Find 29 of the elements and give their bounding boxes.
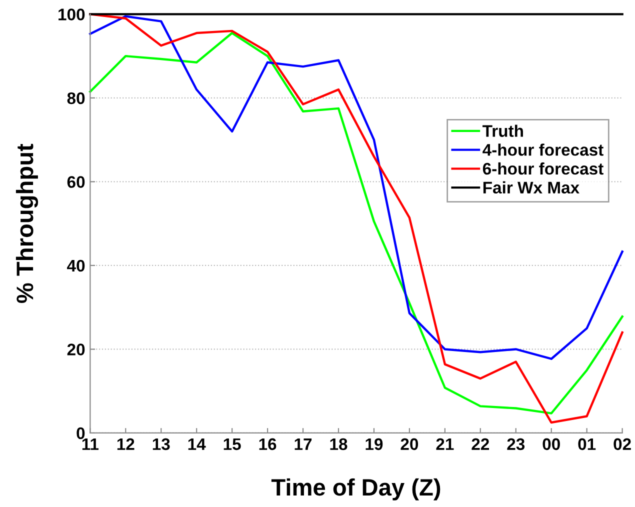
x-tick-label: 11: [82, 438, 99, 450]
x-tick-label: 22: [472, 438, 489, 450]
x-tick-label: 01: [578, 438, 596, 450]
y-tick-label: 40: [67, 260, 85, 272]
y-tick-label: 0: [76, 427, 85, 440]
x-tick-label: 00: [542, 438, 560, 450]
legend-label: 4-hour forecast: [482, 144, 604, 156]
y-tick-label: 100: [58, 8, 85, 20]
legend-label: Fair Wx Max: [483, 181, 580, 194]
x-axis-title: Time of Day (Z): [271, 478, 440, 500]
x-tick-label: 20: [400, 438, 418, 450]
x-tick-label: 14: [188, 438, 206, 450]
y-tick-label: 80: [67, 92, 85, 104]
x-tick-label: 12: [117, 438, 134, 450]
x-tick-label: 13: [152, 438, 170, 450]
line-series: [89, 15, 624, 360]
x-tick-label: 21: [436, 438, 454, 450]
y-tick-label: 20: [67, 344, 85, 356]
x-tick-label: 18: [330, 438, 348, 450]
y-tick-label: 60: [67, 176, 85, 188]
x-tick-label: 02: [614, 438, 631, 450]
x-tick-label: 15: [224, 438, 241, 450]
legend-label: 6-hour forecast: [482, 162, 604, 175]
x-tick-label: 19: [366, 438, 383, 450]
x-tick-label: 16: [259, 438, 276, 450]
x-tick-label: 23: [507, 438, 525, 450]
legend-label: Truth: [482, 124, 523, 137]
y-axis-title: % Throughput: [16, 144, 38, 303]
x-tick-label: 17: [294, 438, 312, 450]
